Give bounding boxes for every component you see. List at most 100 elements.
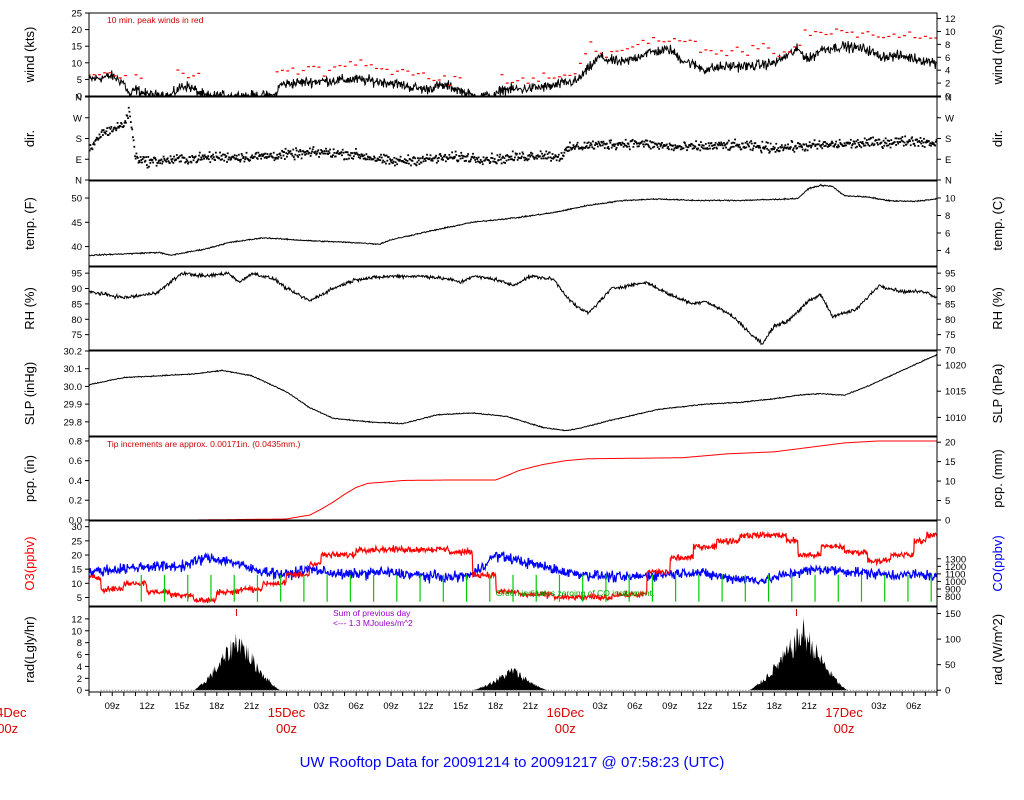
dir-point: [846, 142, 849, 145]
peak-wind-mark: [547, 77, 551, 79]
peak-wind-mark: [746, 54, 750, 56]
dir-point: [364, 158, 367, 161]
peak-wind-mark: [887, 35, 891, 38]
dir-point: [289, 150, 292, 153]
peak-wind-mark: [322, 75, 326, 77]
dir-point: [355, 148, 357, 150]
peak-wind-mark: [97, 74, 101, 76]
peak-wind-mark: [343, 65, 347, 67]
dir-point: [111, 130, 114, 133]
dir-point: [828, 145, 831, 147]
rad-baseline: [449, 689, 451, 691]
dir-point: [821, 147, 824, 150]
dir-point: [648, 146, 651, 149]
rad-baseline: [931, 689, 933, 691]
dir-point: [738, 143, 741, 146]
dir-point: [698, 144, 701, 147]
dir-point: [306, 150, 309, 153]
dir-point: [304, 153, 306, 156]
rad-baseline: [286, 689, 288, 691]
dir-point: [819, 145, 822, 148]
dir-point: [700, 141, 702, 144]
rad-baseline: [472, 689, 474, 691]
left-tick-label: 80: [71, 315, 82, 326]
dir-point: [454, 155, 456, 158]
dir-point: [505, 159, 508, 162]
dir-point: [543, 154, 546, 157]
dir-point: [311, 148, 314, 151]
dir-point: [827, 143, 830, 146]
left-tick-label: 12: [71, 614, 82, 625]
dir-point: [224, 153, 226, 156]
dir-point: [96, 137, 99, 140]
dir-point: [184, 161, 187, 163]
left-tick-label: E: [76, 155, 82, 166]
dir-point: [555, 159, 558, 162]
dir-point: [384, 154, 387, 157]
dir-point: [911, 139, 914, 142]
dir-point: [914, 144, 916, 147]
peak-wind-mark: [557, 76, 561, 78]
rad-baseline: [527, 689, 529, 691]
dir-point: [510, 155, 513, 158]
left-tick-label: 0.6: [69, 456, 82, 467]
dir-point: [704, 147, 707, 150]
dir-point: [311, 150, 313, 153]
rad-baseline: [457, 689, 459, 691]
rad-baseline: [643, 689, 645, 691]
dir-point: [598, 142, 601, 145]
dir-point: [341, 154, 343, 157]
dir-point: [249, 159, 251, 162]
rad-baseline: [878, 689, 880, 691]
dir-point: [597, 140, 600, 143]
rad-baseline: [826, 689, 828, 691]
peak-wind-mark: [437, 79, 441, 81]
dir-point: [92, 141, 95, 144]
peak-wind-mark: [416, 73, 420, 75]
dir-point: [270, 155, 273, 158]
dir-point: [270, 152, 272, 155]
dir-point: [301, 153, 304, 156]
x-tick-label: 06z: [627, 701, 643, 712]
dir-point: [266, 153, 269, 155]
right-tick-label: 4: [945, 66, 950, 77]
dir-point: [589, 144, 592, 147]
rad-baseline: [902, 689, 904, 691]
rad-baseline: [263, 689, 265, 691]
peak-wind-mark: [892, 33, 896, 35]
dir-point: [89, 149, 91, 152]
dir-point: [180, 154, 183, 157]
dir-point: [276, 153, 279, 156]
rad-baseline: [391, 689, 393, 691]
dir-point: [207, 155, 210, 158]
dir-point: [353, 151, 356, 154]
peak-wind-mark: [521, 77, 525, 79]
rad-baseline: [513, 689, 514, 691]
dir-point: [172, 161, 175, 164]
rad-baseline: [719, 689, 721, 691]
rad-baseline: [876, 689, 878, 691]
dir-point: [491, 157, 494, 160]
peak-wind-mark: [641, 39, 645, 42]
rad-baseline: [800, 689, 802, 691]
dir-point: [259, 154, 262, 157]
peak-wind-mark: [646, 42, 650, 44]
left-tick-label: 30.2: [64, 347, 83, 358]
dir-point: [437, 156, 440, 159]
dir-point: [896, 140, 899, 143]
ylabel-left: rad(Lgly/hr): [22, 616, 37, 682]
dir-point: [672, 144, 674, 147]
dir-point: [718, 143, 721, 145]
dir-point: [346, 151, 349, 154]
dir-point: [341, 148, 344, 151]
rad-baseline: [283, 689, 285, 691]
dir-point: [416, 161, 419, 164]
dir-point: [605, 142, 608, 145]
rad-baseline: [762, 689, 764, 691]
left-tick-label: 29.9: [64, 400, 83, 411]
dir-point: [732, 145, 735, 148]
dir-point: [428, 157, 431, 160]
dir-point: [199, 158, 202, 161]
dir-point: [146, 166, 149, 169]
dir-point: [928, 144, 931, 147]
